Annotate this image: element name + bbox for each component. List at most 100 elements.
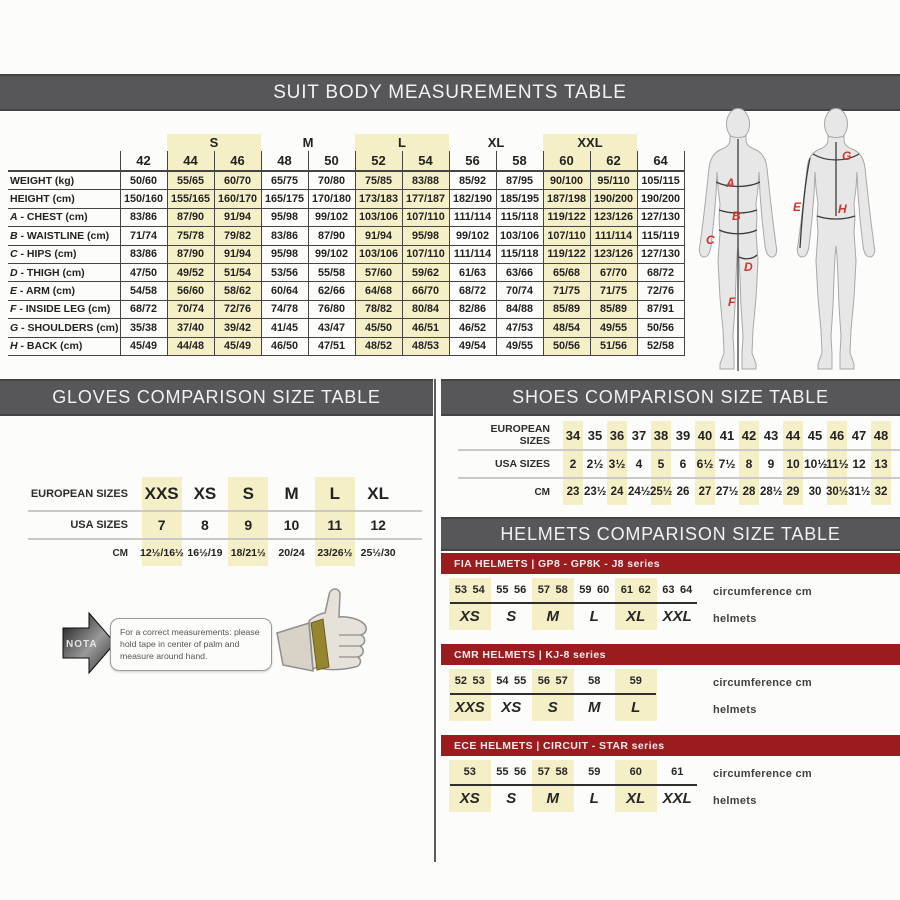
helmet-size-label: M [588,698,601,716]
row-label: USA SIZES [494,458,550,470]
suit-value-cell: 68/72 [448,281,497,301]
size-value: 12½/16½ [140,547,184,559]
suit-size-header: 44 [166,151,215,172]
suit-value-cell: 39/42 [213,318,262,338]
helmets-section-header: HELMETS COMPARISON SIZE TABLE [441,517,900,551]
shoes-european-sizes-row: EUROPEAN SIZES 34 35 36 37 38 39 40 41 42 43 44 45 46… [458,421,900,449]
suit-size-row: 42 44 46 48 50 52 54 56 58 60 62 64 [8,151,685,172]
size-value: 18/21½ [230,547,266,559]
measure-letter: G [10,321,19,334]
circumference-value: 55 [496,766,509,778]
helmet-size-group: 55 56 S [491,760,533,812]
size-value: 12 [370,517,386,533]
size-value: 7 [157,517,166,533]
suit-value-cell: 87/91 [636,300,685,320]
size-value: 13 [874,457,888,471]
suit-row-label: A - CHEST (cm) [8,208,121,228]
circumference-values: 53 [449,760,491,784]
suit-value-cell: 82/86 [448,300,497,320]
suit-value-cell: 84/88 [495,300,544,320]
suit-value-cell: 55/58 [307,263,356,283]
circumference-values: 59 60 [574,578,616,602]
helmet-size-group: 58 M [574,669,616,721]
size-value: 30 [808,486,822,498]
suit-size-group-label: XXL [543,134,638,151]
size-value: 23½ [584,486,607,498]
size-value: 46 [829,427,845,443]
hips-line [718,229,758,235]
fia-helmets-label: helmets [713,613,757,625]
size-value: S [242,483,254,503]
helmet-size-group: 59 L [574,760,616,812]
helmet-size-label: XXS [454,698,485,716]
suit-section-title: SUIT BODY MEASUREMENTS TABLE [273,81,627,103]
helmet-size-label: L [589,789,599,807]
circumference-value: 59 [588,766,601,778]
marker-G: G [842,149,851,163]
row-label: CM [534,486,550,498]
size-value: 2 [569,457,577,471]
size-value: 3½ [608,457,626,471]
suit-size-header: 58 [495,151,544,172]
helmet-size-group: 54 55 XS [491,669,533,721]
suit-size-group-label [120,134,167,151]
suit-size-header: 46 [213,151,262,172]
suit-value-cell: 67/70 [589,263,638,283]
shoes-section-header: SHOES COMPARISON SIZE TABLE [441,379,900,416]
back-waist-line [816,215,856,220]
circumference-values: 57 58 [532,760,574,784]
row-separator [28,538,422,540]
suit-value-cell: 68/72 [119,300,168,320]
circumference-value: 54 [496,675,509,687]
marker-B: B [732,209,741,223]
suit-data-row: G - SHOULDERS (cm) 35/38 37/40 39/42 41/45 43… [8,318,685,338]
size-value: 24 [610,486,624,498]
suit-value-cell: 48/54 [542,318,591,338]
size-value: 28 [742,486,756,498]
suit-value-cell: 107/110 [542,226,591,246]
helmet-size-group: 61 XXL [657,760,699,812]
size-value: 23 [566,486,580,498]
gloves-section-header: GLOVES COMPARISON SIZE TABLE [0,379,433,416]
suit-value-cell: 182/190 [448,189,497,209]
marker-E: E [793,200,802,214]
suit-value-cell: 35/38 [119,318,168,338]
suit-value-cell: 83/88 [401,171,450,191]
size-value: 35 [587,427,603,443]
suit-value-cell: 76/80 [307,300,356,320]
fia-helmets-table: 53 54 XS 55 56 S 57 58 M 59 60 L 61 62 XL 63 64 XXL [449,578,698,630]
suit-value-cell: 119/122 [542,208,591,228]
size-value: 41 [719,427,735,443]
circumference-values: 58 [574,669,616,693]
suit-row-label: HEIGHT (cm) [8,189,121,209]
size-value: 8 [201,517,209,533]
suit-value-cell: 74/78 [260,300,309,320]
circumference-value: 58 [555,766,568,778]
suit-value-cell: 53/56 [260,263,309,283]
helmet-size-label: S [547,698,558,716]
suit-value-cell: 115/118 [495,245,544,264]
size-value: 28½ [760,486,783,498]
gloves-section-title: GLOVES COMPARISON SIZE TABLE [52,387,381,407]
suit-size-header: 48 [260,151,309,172]
suit-data-row: D - THIGH (cm) 47/50 49/52 51/54 53/56 55/58 5… [8,263,685,283]
size-value: XXS [144,483,179,503]
circumference-value: 56 [537,675,550,687]
suit-value-cell: 107/110 [401,245,450,264]
suit-value-cell: 83/86 [119,208,168,228]
size-value: 48 [873,427,889,443]
suit-value-cell: 58/62 [213,281,262,301]
suit-value-cell: 37/40 [166,318,215,338]
suit-value-cell: 50/60 [119,171,168,191]
circumference-value: 59 [579,584,592,596]
shoes-comparison-table: EUROPEAN SIZES 34 35 36 37 38 39 40 41 42 43 44 45 46… [458,421,900,505]
suit-value-cell: 123/126 [589,208,638,228]
measure-letter: D [10,266,18,279]
circumference-value: 54 [472,584,485,596]
measure-letter: C [10,248,18,261]
suit-value-cell: 87/90 [307,226,356,246]
size-value: M [284,483,299,503]
helmet-size-label: XXL [662,789,692,807]
circumference-value: 53 [463,766,476,778]
suit-value-cell: 111/114 [448,208,497,228]
